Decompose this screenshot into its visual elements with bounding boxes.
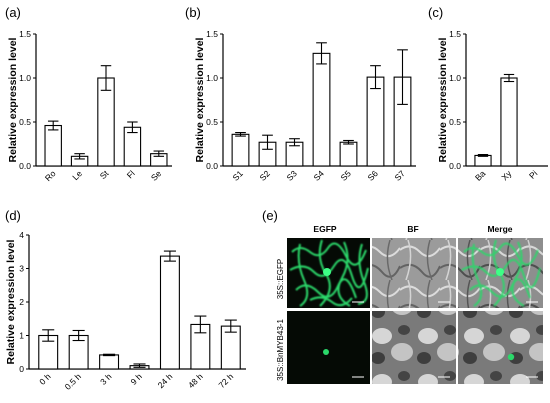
bar <box>339 141 358 167</box>
y-tick-label: 1.5 <box>449 29 461 39</box>
y-tick-label: 1.0 <box>449 73 461 83</box>
y-tick-label: 0.0 <box>449 161 461 171</box>
category-label: 3 h <box>98 371 114 387</box>
panel-letter-c: (c) <box>428 5 443 20</box>
y-axis-label: Relative expression level <box>437 37 449 162</box>
bar <box>231 133 250 167</box>
category-label: S4 <box>311 168 326 183</box>
category-label: 0.5 h <box>63 371 84 392</box>
category-label: S1 <box>230 168 245 183</box>
panel-letter-b: (b) <box>185 5 201 20</box>
column-title-bf: BF <box>407 224 418 234</box>
panel-letters: (a) (b) (c) (d) (e) <box>5 5 443 223</box>
y-tick-label: 0 <box>19 364 24 374</box>
row-label-35s-bnmyb43: 35S::BnMYB43-1 <box>276 319 285 381</box>
bar <box>99 354 120 370</box>
category-label: 72 h <box>216 371 235 390</box>
category-label: S7 <box>392 168 407 183</box>
bar <box>500 77 518 167</box>
category-label: St <box>98 168 111 181</box>
y-tick-label: 4 <box>19 230 24 240</box>
column-title-egfp: EGFP <box>313 224 336 234</box>
y-axis-label: Relative expression level <box>5 239 17 364</box>
category-label: 9 h <box>128 371 144 387</box>
y-axis-label: Relative expression level <box>194 37 206 162</box>
image-merge-row1 <box>458 238 543 308</box>
panel-letter-a: (a) <box>5 5 21 20</box>
category-label: Le <box>70 168 84 182</box>
y-tick-label: 0.5 <box>206 117 218 127</box>
image-bf-row2 <box>372 311 456 384</box>
panel-letter-d: (d) <box>5 208 21 223</box>
column-title-merge: Merge <box>487 224 512 234</box>
y-tick-label: 1.5 <box>206 29 218 39</box>
bar <box>312 52 331 167</box>
bar <box>366 76 385 167</box>
category-label: Se <box>149 168 164 183</box>
category-label: 48 h <box>186 371 205 390</box>
y-tick-label: 1.0 <box>19 73 31 83</box>
category-label: S5 <box>338 168 353 183</box>
panel-letter-e: (e) <box>262 208 278 223</box>
image-merge-row2 <box>458 311 543 384</box>
bar <box>159 255 180 370</box>
category-label: S3 <box>284 168 299 183</box>
image-bf-row1 <box>372 238 456 308</box>
category-label: Ba <box>473 168 488 183</box>
y-tick-label: 1 <box>19 331 24 341</box>
microscopy-panel: EGFP BF Merge 35S::EGFP 35S::BnMYB43-1 <box>276 224 543 384</box>
y-axis-label: Relative expression level <box>7 37 19 162</box>
bar <box>474 154 492 167</box>
category-label: S6 <box>365 168 380 183</box>
category-label: S2 <box>257 168 272 183</box>
bar <box>44 124 62 167</box>
category-label: Pi <box>527 168 539 180</box>
category-label: Fl <box>125 168 137 180</box>
y-tick-label: 3 <box>19 264 24 274</box>
image-egfp-row2 <box>287 311 370 384</box>
category-label: 24 h <box>156 371 175 390</box>
y-tick-label: 0.5 <box>449 117 461 127</box>
y-tick-label: 1.0 <box>206 73 218 83</box>
category-label: Ro <box>43 168 58 183</box>
y-tick-label: 0.0 <box>206 161 218 171</box>
category-label: 0 h <box>37 371 53 387</box>
row-label-35s-egfp: 35S::EGFP <box>276 259 285 299</box>
y-tick-label: 1.5 <box>19 29 31 39</box>
category-label: Xy <box>499 168 514 183</box>
y-tick-label: 2 <box>19 297 24 307</box>
bar <box>97 77 115 167</box>
image-egfp-row1 <box>287 238 370 308</box>
y-tick-label: 0.5 <box>19 117 31 127</box>
y-tick-label: 0.0 <box>19 161 31 171</box>
